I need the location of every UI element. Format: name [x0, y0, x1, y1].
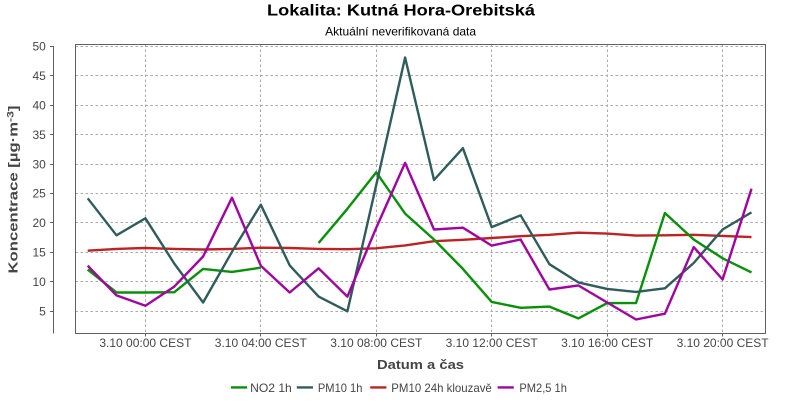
svg-text:3.10 20:00 CEST: 3.10 20:00 CEST [677, 336, 770, 350]
svg-text:15: 15 [32, 246, 46, 260]
svg-text:PM10 1h: PM10 1h [318, 381, 363, 395]
svg-text:PM10 24h klouzavě: PM10 24h klouzavě [391, 381, 492, 395]
svg-text:5: 5 [39, 305, 46, 319]
svg-text:3.10 16:00 CEST: 3.10 16:00 CEST [561, 336, 654, 350]
svg-text:3.10 00:00 CEST: 3.10 00:00 CEST [99, 336, 192, 350]
svg-text:3.10 08:00 CEST: 3.10 08:00 CEST [330, 336, 423, 350]
svg-text:3.10 04:00 CEST: 3.10 04:00 CEST [215, 336, 308, 350]
svg-text:25: 25 [32, 187, 46, 201]
svg-text:Datum a čas: Datum a čas [377, 358, 464, 372]
svg-text:Lokalita: Kutná Hora-Orebitská: Lokalita: Kutná Hora-Orebitská [267, 3, 535, 20]
svg-text:35: 35 [32, 128, 46, 142]
svg-text:20: 20 [32, 216, 46, 230]
svg-text:Koncentrace [µg·m-3]: Koncentrace [µg·m-3] [6, 106, 21, 274]
svg-text:Aktuální neverifikovaná data: Aktuální neverifikovaná data [325, 24, 476, 38]
svg-text:3.10 12:00 CEST: 3.10 12:00 CEST [446, 336, 539, 350]
svg-text:30: 30 [32, 157, 46, 171]
svg-text:50: 50 [32, 40, 46, 54]
svg-text:PM2,5 1h: PM2,5 1h [519, 381, 567, 395]
svg-text:45: 45 [32, 69, 46, 83]
svg-text:NO2 1h: NO2 1h [250, 381, 292, 395]
svg-text:10: 10 [32, 275, 46, 289]
svg-text:40: 40 [32, 98, 46, 112]
